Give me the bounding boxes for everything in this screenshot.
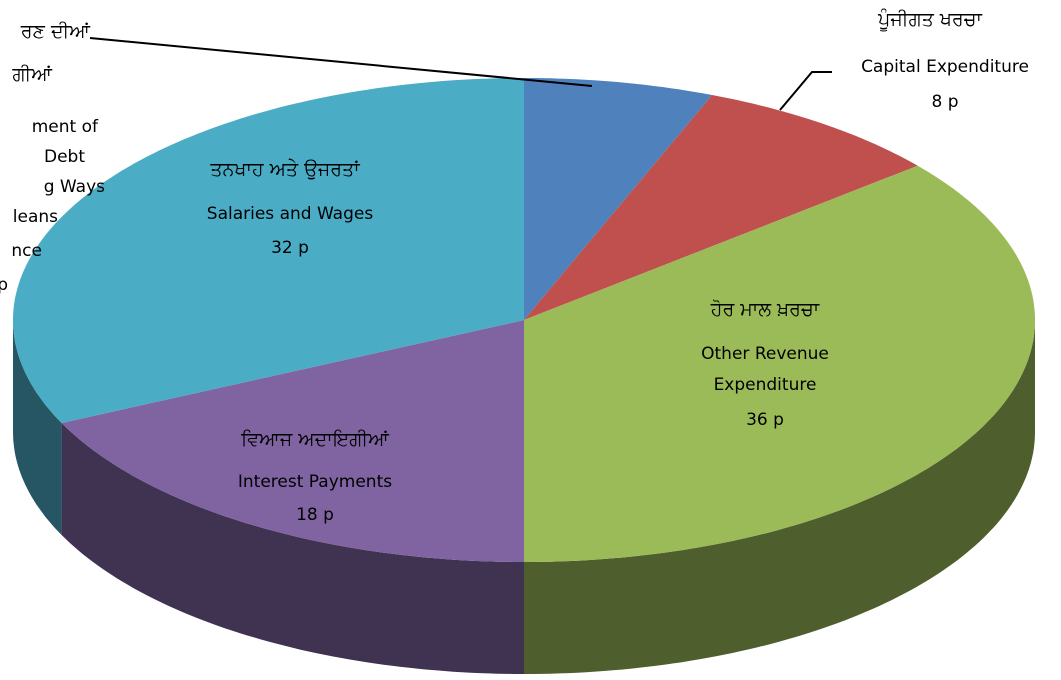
label: Debt <box>44 147 85 167</box>
label: g Ways <box>44 177 105 197</box>
value-label: 32 p <box>271 238 309 258</box>
label-pa: ਹੋਰ ਮਾਲ ਖ਼ਰਚਾ <box>710 299 820 321</box>
slice <box>61 320 524 562</box>
label: leans <box>13 207 58 227</box>
value-label: 36 p <box>746 410 784 430</box>
slice <box>524 95 918 320</box>
label-pa: ਰਣ ਦੀਆਂ <box>20 21 91 43</box>
label: Expenditure <box>714 375 817 395</box>
slice-side <box>13 320 62 535</box>
leader-line <box>89 37 593 87</box>
label: ment of <box>32 117 99 137</box>
label: Salaries and Wages <box>207 204 374 224</box>
pie <box>13 78 1035 674</box>
slice <box>13 78 524 423</box>
leader-line <box>779 71 832 111</box>
label-pa: ਤਨਖਾਹ ਅਤੇ ਉਜਰਤਾਂ <box>209 159 360 181</box>
value-label: 8 p <box>931 92 958 112</box>
label: Interest Payments <box>238 472 392 492</box>
value-label: 18 p <box>296 505 334 525</box>
slice <box>524 78 713 320</box>
label: nce <box>11 241 42 261</box>
label: Capital Expenditure <box>861 57 1029 77</box>
label-pa: ਪੂੰਜੀਗਤ ਖਰਚਾ <box>877 9 982 33</box>
slice <box>524 165 1035 562</box>
label-pa: ਗੀਆਂ <box>11 64 53 86</box>
label: Other Revenue <box>701 344 829 364</box>
label: p <box>0 275 8 295</box>
slice-side <box>524 320 1035 674</box>
label-pa: ਵਿਆਜ ਅਦਾਇਗੀਆਂ <box>240 429 390 451</box>
slice-side <box>61 423 524 674</box>
